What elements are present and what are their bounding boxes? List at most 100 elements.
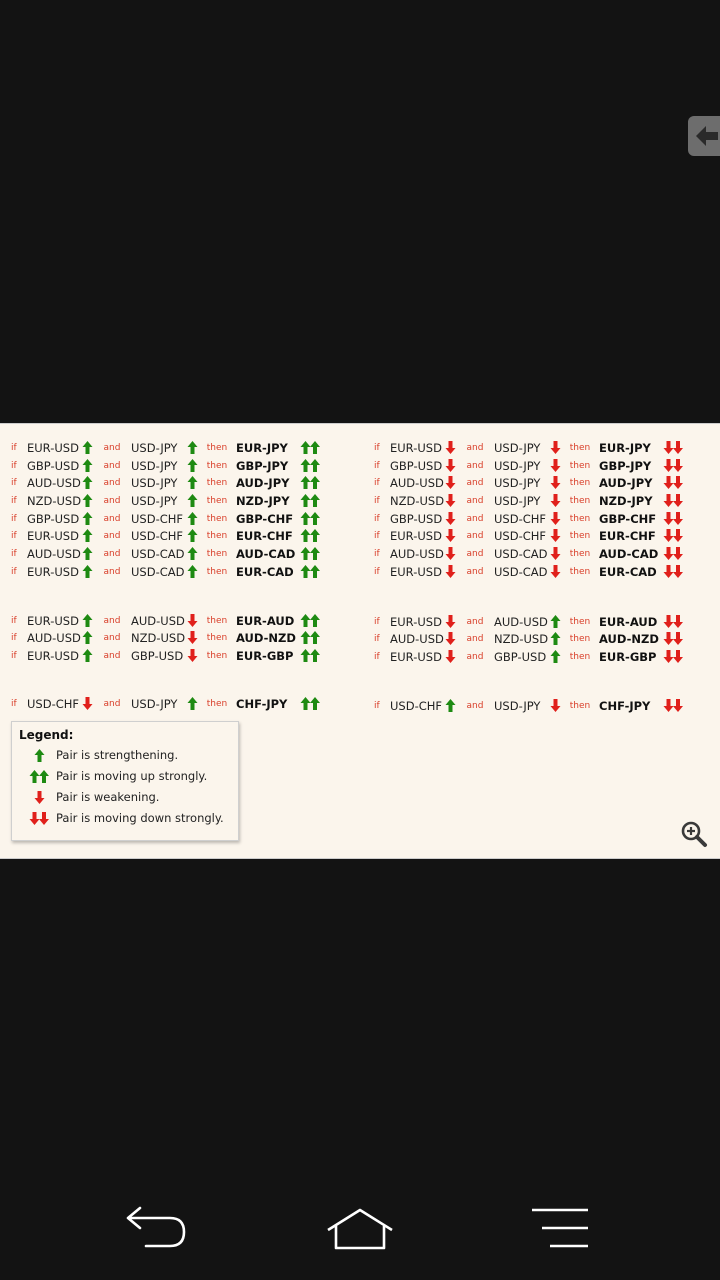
if-label: if — [11, 530, 17, 541]
arrow-down-icon — [34, 790, 44, 804]
rule-row: if EUR-USD and USD-CHF then EUR-CHF — [374, 527, 683, 544]
arrow-up-icon — [187, 459, 198, 472]
then-label: then — [206, 442, 228, 453]
rule-row: if USD-CHF and USD-JPY then CHF-JPY — [374, 697, 683, 714]
arrow-up-icon — [82, 649, 93, 662]
result-pair: EUR-JPY — [599, 440, 651, 455]
pair-b: NZD-USD — [131, 630, 186, 645]
rule-row: if EUR-USD and AUD-USD then EUR-AUD — [11, 612, 320, 629]
pair-a: EUR-USD — [27, 528, 79, 543]
double-arrow-down-icon — [663, 650, 683, 663]
arrow-down-icon — [550, 494, 561, 507]
side-panel-tab[interactable] — [688, 116, 720, 156]
zoom-in-icon[interactable] — [680, 820, 708, 848]
arrow-up-icon — [187, 565, 198, 578]
result-pair: AUD-NZD — [236, 630, 296, 645]
legend-item: Pair is moving up strongly. — [22, 766, 207, 786]
if-label: if — [374, 442, 380, 453]
double-arrow-up-icon — [300, 459, 320, 472]
arrow-down-icon — [445, 459, 456, 472]
result-pair: AUD-NZD — [599, 631, 659, 646]
rule-row: if AUD-USD and NZD-USD then AUD-NZD — [374, 630, 683, 647]
arrow-down-icon — [187, 614, 198, 627]
pair-b: NZD-USD — [494, 631, 549, 646]
if-label: if — [11, 495, 17, 506]
then-label: then — [569, 616, 591, 627]
and-label: and — [466, 633, 484, 644]
then-label: then — [569, 530, 591, 541]
then-label: then — [569, 477, 591, 488]
if-label: if — [11, 698, 17, 709]
and-label: and — [103, 615, 121, 626]
arrow-up-icon — [82, 494, 93, 507]
if-label: if — [11, 566, 17, 577]
pair-b: USD-JPY — [131, 475, 178, 490]
home-nav-icon[interactable] — [326, 1204, 394, 1252]
result-pair: EUR-CHF — [236, 528, 293, 543]
rule-row: if AUD-USD and USD-CAD then AUD-CAD — [11, 545, 320, 562]
if-label: if — [374, 548, 380, 559]
pair-a: EUR-USD — [27, 440, 79, 455]
arrow-up-icon — [187, 494, 198, 507]
pair-a: NZD-USD — [390, 493, 445, 508]
and-label: and — [466, 442, 484, 453]
pair-a: GBP-USD — [390, 458, 443, 473]
pair-b: USD-CAD — [131, 546, 185, 561]
legend-item-label: Pair is moving down strongly. — [56, 811, 224, 825]
rule-row: if USD-CHF and USD-JPY then CHF-JPY — [11, 695, 320, 712]
arrow-down-icon — [550, 565, 561, 578]
then-label: then — [569, 566, 591, 577]
arrow-up-icon — [82, 441, 93, 454]
then-label: then — [206, 460, 228, 471]
arrow-up-icon — [445, 699, 456, 712]
result-pair: EUR-AUD — [599, 614, 658, 629]
and-label: and — [103, 548, 121, 559]
double-arrow-down-icon — [663, 529, 683, 542]
pair-a: EUR-USD — [27, 613, 79, 628]
arrow-up-icon — [550, 615, 561, 628]
legend-box: Legend: Pair is strengthening. Pair is mo… — [11, 721, 239, 841]
result-pair: EUR-GBP — [236, 648, 294, 663]
then-label: then — [206, 495, 228, 506]
rule-row: if GBP-USD and USD-JPY then GBP-JPY — [374, 457, 683, 474]
arrow-down-icon — [445, 650, 456, 663]
double-arrow-down-icon — [663, 459, 683, 472]
if-label: if — [374, 495, 380, 506]
pair-b: USD-CHF — [131, 511, 184, 526]
then-label: then — [206, 650, 228, 661]
result-pair: GBP-JPY — [599, 458, 652, 473]
pair-b: USD-CAD — [131, 564, 185, 579]
double-arrow-up-icon — [300, 697, 320, 710]
pair-a: EUR-USD — [390, 564, 442, 579]
pair-b: GBP-USD — [131, 648, 184, 663]
double-arrow-up-icon — [300, 565, 320, 578]
pair-a: GBP-USD — [27, 511, 80, 526]
legend-title: Legend: — [19, 728, 74, 742]
and-label: and — [466, 495, 484, 506]
and-label: and — [103, 477, 121, 488]
rule-row: if EUR-USD and GBP-USD then EUR-GBP — [374, 648, 683, 665]
then-label: then — [569, 442, 591, 453]
pair-b: USD-JPY — [131, 458, 178, 473]
pair-a: EUR-USD — [390, 528, 442, 543]
pair-b: USD-JPY — [494, 440, 541, 455]
and-label: and — [103, 698, 121, 709]
arrow-up-icon — [187, 476, 198, 489]
then-label: then — [569, 460, 591, 471]
then-label: then — [569, 651, 591, 662]
menu-nav-icon[interactable] — [530, 1204, 590, 1252]
rule-row: if AUD-USD and NZD-USD then AUD-NZD — [11, 629, 320, 646]
back-nav-icon[interactable] — [124, 1204, 188, 1252]
pair-a: NZD-USD — [27, 493, 82, 508]
arrow-up-icon — [187, 697, 198, 710]
pair-b: USD-JPY — [131, 696, 178, 711]
arrow-up-icon — [82, 631, 93, 644]
image-viewer[interactable]: if EUR-USD and USD-JPY then EUR-JPY if GBP-USD a… — [0, 423, 720, 859]
double-arrow-up-icon — [300, 476, 320, 489]
double-arrow-up-icon — [29, 769, 49, 783]
legend-item: Pair is strengthening. — [22, 745, 178, 765]
arrow-up-icon — [34, 748, 44, 762]
pair-b: USD-JPY — [494, 698, 541, 713]
and-label: and — [466, 460, 484, 471]
result-pair: EUR-AUD — [236, 613, 295, 628]
